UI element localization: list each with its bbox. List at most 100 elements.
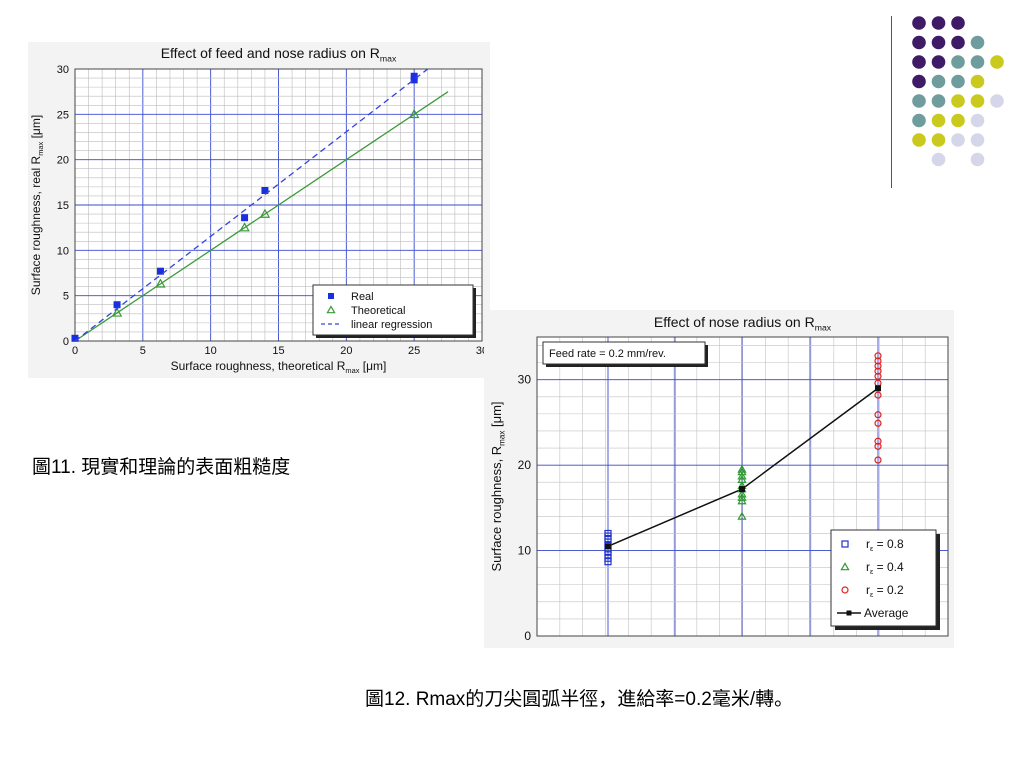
decorative-dot (931, 113, 946, 128)
chart-1-frame (74, 68, 483, 342)
decorative-dot (912, 35, 926, 50)
data-point (874, 362, 882, 370)
decorative-dot (970, 152, 985, 167)
decorative-dot (990, 55, 1004, 69)
annotation-box (542, 341, 706, 365)
data-point (410, 76, 418, 84)
legend-swatch (326, 305, 336, 314)
series-2 (74, 68, 429, 342)
data-point (737, 489, 747, 498)
decorative-dot (931, 133, 946, 147)
decorative-dot (931, 16, 946, 30)
y-tick-label: 10 (518, 544, 532, 558)
x-tick-label: 15 (272, 345, 284, 357)
data-point (604, 529, 612, 538)
data-point (737, 464, 747, 473)
legend-swatch (841, 586, 849, 594)
y-tick-label: 20 (518, 458, 532, 472)
decorative-dot (970, 35, 985, 50)
decorative-dot (951, 113, 965, 128)
decorative-dot (912, 94, 926, 108)
decorative-dot (931, 152, 946, 167)
decorative-dot (912, 113, 926, 128)
decorative-dot (931, 94, 946, 108)
y-tick-label: 5 (63, 291, 69, 303)
series-1 (737, 464, 747, 520)
decorative-dot (912, 55, 926, 69)
chart-real-vs-theoretical: 0 5 10 15 20 25 30 0 5 10 15 20 25 30 Effect of feed a… (28, 42, 490, 378)
legend-swatch (841, 540, 849, 548)
decorative-dot (970, 74, 985, 89)
chart-nose-radius-svg: 0 10 20 30 Effect of nose radius on Rmax Surf… (484, 310, 954, 648)
data-point (874, 419, 882, 427)
decorative-dot (951, 94, 965, 108)
data-point (874, 391, 882, 399)
x-tick-label: 5 (140, 345, 146, 357)
series-0 (71, 72, 418, 342)
series-1 (111, 108, 420, 317)
chart-2-title: Effect of nose radius on Rmax (654, 314, 832, 333)
data-point (874, 357, 882, 365)
data-point (156, 267, 164, 275)
legend-label: rε = 0.8 (866, 537, 904, 553)
legend-swatch (840, 562, 850, 571)
chart-2-legend: rε = 0.8 rε = 0.4 rε = 0.2 Average (830, 529, 937, 627)
data-point (410, 72, 418, 80)
data-point (737, 511, 747, 520)
legend-box (312, 284, 474, 336)
legend-label: Average (864, 606, 909, 620)
data-point (739, 486, 745, 493)
decorative-dot (990, 94, 1004, 108)
data-point (71, 334, 79, 342)
figure-12-caption: 圖12. Rmax的刀尖圓弧半徑，進給率=0.2毫米/轉。 (365, 689, 794, 710)
legend-label: rε = 0.4 (866, 560, 904, 576)
decorative-dot (912, 133, 926, 147)
decorative-dot (951, 35, 965, 50)
data-point (874, 442, 882, 450)
decorative-dot (970, 113, 985, 128)
decorative-dot (970, 133, 985, 147)
data-point (874, 372, 882, 380)
data-point (737, 471, 747, 480)
decorative-dot (912, 16, 926, 30)
y-tick-label: 30 (57, 64, 69, 76)
decorative-dot (931, 35, 946, 50)
series-average (605, 385, 881, 550)
chart-1-y-axis-label: Surface roughness, real Rmax [μm] (29, 115, 45, 295)
decorative-dot (912, 74, 926, 89)
decorative-dot (951, 16, 965, 30)
data-point (259, 208, 271, 218)
x-tick-label: 10 (205, 345, 217, 357)
chart-nose-radius: 0 10 20 30 Effect of nose radius on Rmax Surf… (484, 310, 954, 648)
decorative-dot (931, 55, 946, 69)
data-point (874, 367, 882, 375)
legend-swatch-marker (846, 610, 852, 616)
decorative-dot (951, 74, 965, 89)
decorative-divider (891, 16, 892, 188)
data-point (605, 543, 611, 550)
legend-label: rε = 0.2 (866, 583, 904, 599)
chart-1-x-axis-label: Surface roughness, theoretical Rmax [μm] (171, 359, 387, 375)
x-tick-label: 20 (340, 345, 352, 357)
decorative-dot-grid (912, 16, 1004, 167)
decorative-dot (951, 133, 965, 147)
regression-line (74, 68, 429, 342)
decorative-dot (970, 55, 985, 69)
chart-2-frame (536, 336, 949, 637)
data-point (155, 278, 166, 288)
data-point (408, 108, 420, 119)
decorative-dot (931, 74, 946, 89)
data-point (111, 307, 123, 317)
legend-label: linear regression (351, 319, 432, 331)
legend-label: Theoretical (351, 305, 405, 317)
y-tick-label: 0 (63, 336, 69, 348)
y-tick-label: 15 (57, 200, 69, 212)
y-tick-label: 0 (524, 629, 531, 643)
legend-label: Real (351, 291, 374, 303)
feed-rate-annotation: Feed rate = 0.2 mm/rev. (549, 348, 666, 360)
chart-2-y-axis-label: Surface roughness, Rmax [μm] (489, 401, 506, 571)
data-point (875, 385, 881, 392)
x-tick-label: 0 (72, 345, 78, 357)
data-point (874, 352, 882, 360)
